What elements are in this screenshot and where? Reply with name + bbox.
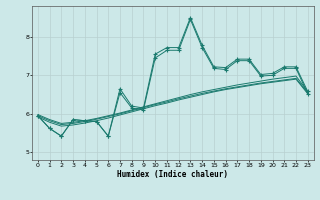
X-axis label: Humidex (Indice chaleur): Humidex (Indice chaleur) (117, 170, 228, 179)
